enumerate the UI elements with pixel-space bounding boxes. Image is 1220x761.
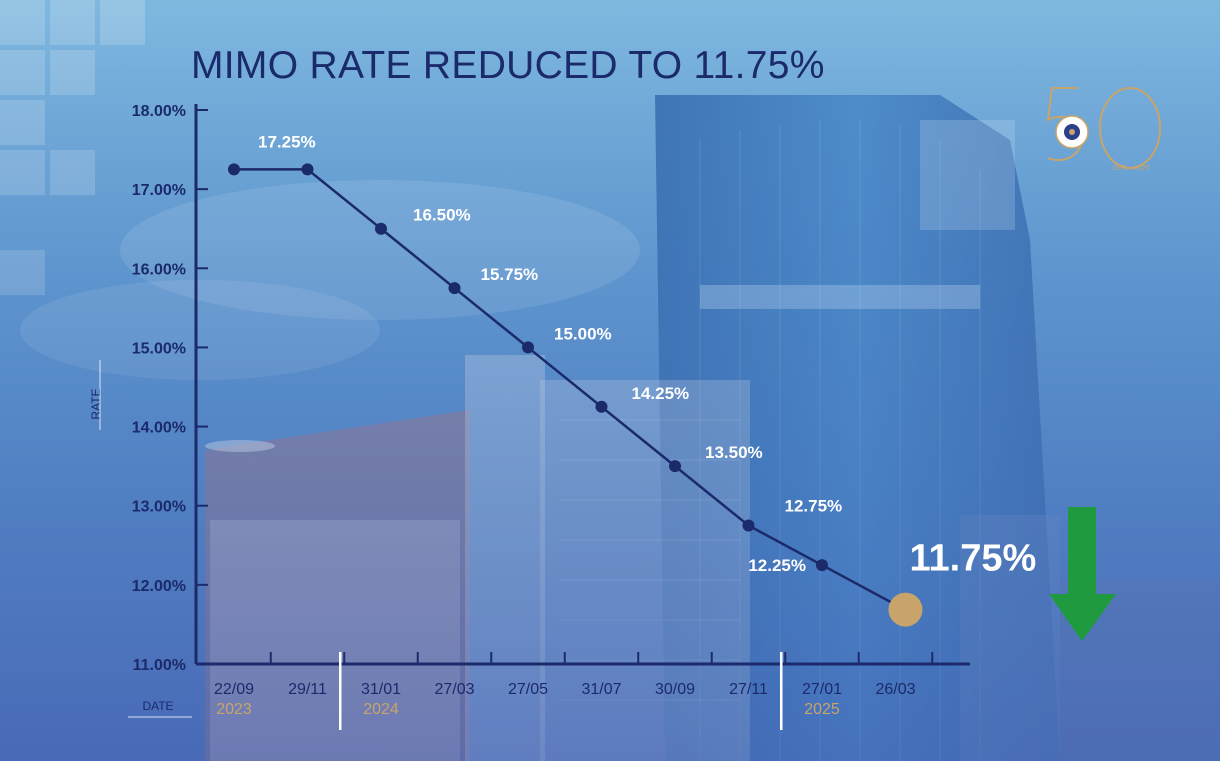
x-tick-label: 27/05: [508, 681, 548, 698]
data-points: [228, 163, 923, 627]
x-tick-label: 27/03: [434, 681, 474, 698]
y-tick-label: 13.00%: [132, 499, 186, 516]
series-line: [234, 168, 897, 606]
logo-years: 1975 - 2025: [1112, 165, 1149, 172]
chart-title: MIMO RATE REDUCED TO 11.75%: [191, 44, 825, 87]
data-point: [669, 460, 681, 473]
data-point: [522, 341, 534, 354]
final-data-point: [888, 592, 923, 627]
highlight-value-label: 11.75%: [910, 538, 1037, 580]
data-point: [301, 163, 314, 176]
data-point: [816, 559, 828, 572]
year-label: 2025: [804, 701, 840, 718]
anniversary-logo: 1975 - 2025: [1046, 87, 1161, 172]
value-label: 16.50%: [413, 206, 471, 225]
x-tick-label: 27/11: [729, 681, 768, 698]
y-tick-label: 11.00%: [133, 657, 186, 674]
y-tick-label: 14.00%: [132, 420, 186, 437]
y-tick-label: 18.00%: [132, 103, 186, 120]
year-label: 2024: [363, 701, 399, 718]
x-tick-label: 31/01: [361, 681, 401, 698]
data-point: [375, 222, 387, 235]
x-ticks: 22/09 29/11 31/01 27/03 27/05 31/07 30/09 27/11…: [214, 652, 934, 730]
x-tick-label: 30/09: [655, 681, 695, 698]
down-arrow-icon: [1049, 507, 1116, 641]
x-tick-label: 26/03: [875, 681, 915, 698]
value-label: 12.25%: [748, 556, 806, 575]
x-tick-label: 29/11: [288, 681, 327, 698]
data-labels: 17.25% 16.50% 15.75% 15.00% 14.25% 13.50% 12.7…: [258, 132, 1036, 579]
value-label: 15.75%: [481, 265, 539, 284]
year-label: 2023: [216, 701, 252, 718]
y-axis-label: RATE: [89, 388, 103, 419]
data-point: [448, 282, 461, 295]
value-label: 12.75%: [785, 497, 843, 516]
x-tick-label: 22/09: [214, 681, 254, 698]
y-tick-label: 16.00%: [132, 261, 186, 278]
y-ticks: 11.00% 12.00% 13.00% 14.00% 15.00% 16.00% 17.0…: [132, 103, 208, 674]
y-tick-label: 12.00%: [132, 578, 186, 595]
x-tick-label: 31/07: [581, 681, 621, 698]
value-label: 15.00%: [554, 324, 612, 343]
data-point: [595, 400, 608, 413]
y-tick-label: 15.00%: [132, 340, 186, 357]
x-tick-label: 27/01: [802, 681, 842, 698]
data-point: [228, 163, 240, 176]
y-tick-label: 17.00%: [132, 182, 186, 199]
value-label: 13.50%: [705, 443, 763, 462]
x-axis-label: DATE: [142, 699, 173, 713]
chart-axes: [194, 104, 970, 666]
value-label: 14.25%: [632, 384, 690, 403]
value-label: 17.25%: [258, 132, 316, 151]
data-point: [742, 519, 755, 532]
